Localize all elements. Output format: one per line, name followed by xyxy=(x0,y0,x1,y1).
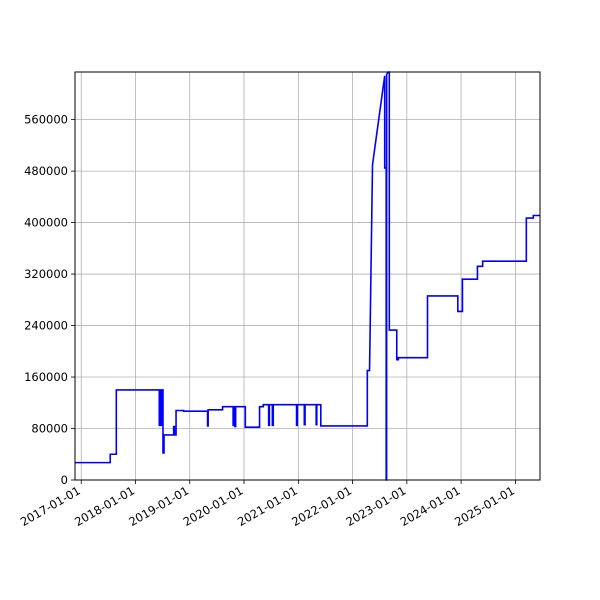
y-tick-label: 320000 xyxy=(24,267,68,281)
y-tick-label: 240000 xyxy=(24,319,68,333)
y-tick-label: 160000 xyxy=(24,370,68,384)
series-line xyxy=(75,71,540,481)
y-tick-label: 560000 xyxy=(24,113,68,127)
y-tick-label: 0 xyxy=(61,473,68,487)
y-tick-label: 480000 xyxy=(24,164,68,178)
y-tick-label: 400000 xyxy=(24,216,68,230)
y-tick-label: 80000 xyxy=(31,422,68,436)
axes-frame xyxy=(74,71,541,481)
y-axis: 0 80000 160000 240000 320000 400000 480000 5600… xyxy=(24,113,75,487)
series-layer xyxy=(75,71,540,481)
